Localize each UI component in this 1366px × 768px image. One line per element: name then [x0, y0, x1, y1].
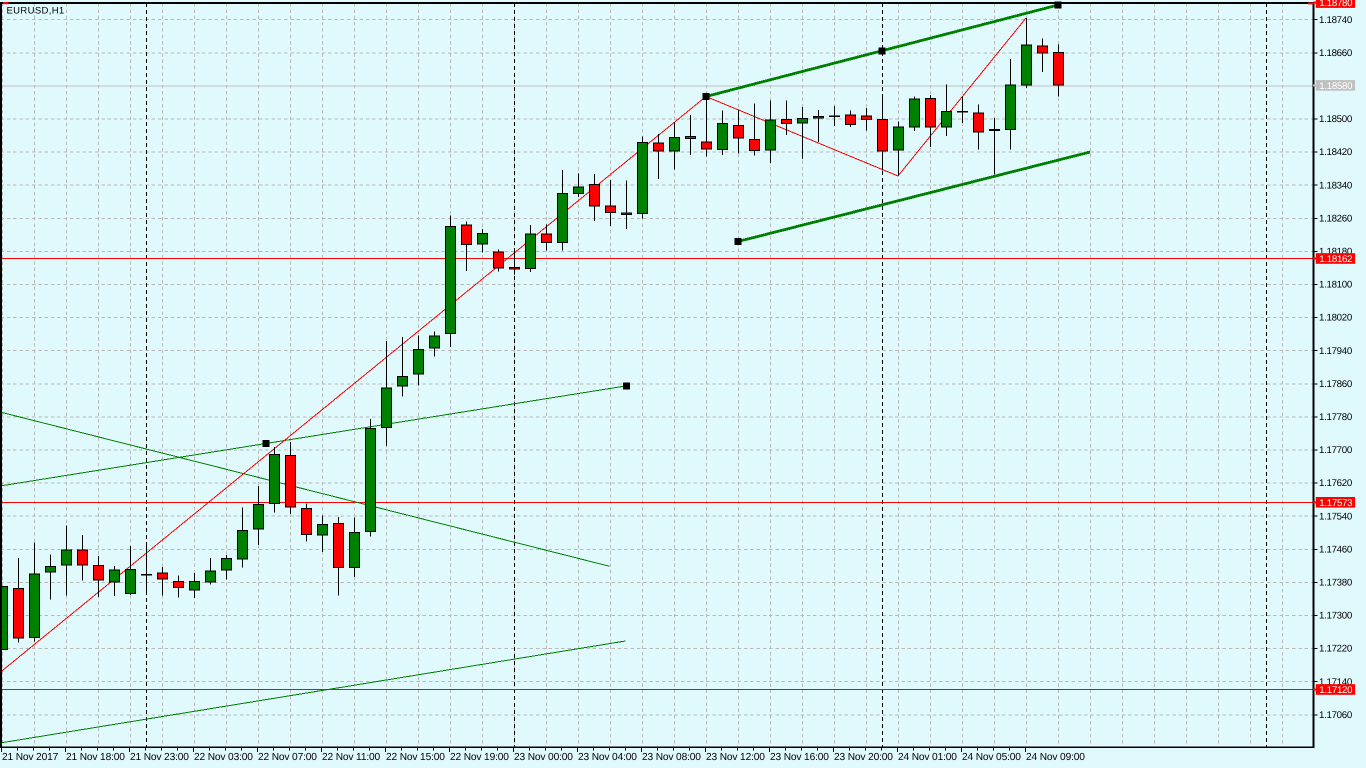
svg-text:23 Nov 12:00: 23 Nov 12:00 [706, 752, 765, 763]
svg-text:1.17940: 1.17940 [1319, 346, 1353, 357]
svg-text:1.17120: 1.17120 [1319, 685, 1353, 696]
svg-text:24 Nov 01:00: 24 Nov 01:00 [898, 752, 957, 763]
svg-text:1.17220: 1.17220 [1319, 644, 1353, 655]
svg-text:EURUSD,H1: EURUSD,H1 [7, 6, 65, 17]
svg-text:1.18020: 1.18020 [1319, 313, 1353, 324]
svg-text:1.18420: 1.18420 [1319, 147, 1353, 158]
svg-text:1.18340: 1.18340 [1319, 180, 1353, 191]
svg-text:22 Nov 15:00: 22 Nov 15:00 [386, 752, 445, 763]
svg-text:1.18500: 1.18500 [1319, 114, 1353, 125]
svg-text:1.17860: 1.17860 [1319, 379, 1353, 390]
svg-text:1.17700: 1.17700 [1319, 445, 1353, 456]
svg-text:23 Nov 20:00: 23 Nov 20:00 [834, 752, 893, 763]
svg-text:1.17573: 1.17573 [1319, 498, 1352, 509]
svg-text:1.17140: 1.17140 [1319, 677, 1353, 688]
svg-text:21 Nov 2017: 21 Nov 2017 [2, 752, 59, 763]
svg-text:22 Nov 19:00: 22 Nov 19:00 [450, 752, 509, 763]
svg-text:1.18780: 1.18780 [1319, 0, 1353, 9]
svg-text:1.18162: 1.18162 [1319, 254, 1352, 265]
svg-text:23 Nov 04:00: 23 Nov 04:00 [578, 752, 637, 763]
svg-text:1.18660: 1.18660 [1319, 48, 1353, 59]
svg-text:21 Nov 18:00: 21 Nov 18:00 [66, 752, 125, 763]
svg-text:1.17780: 1.17780 [1319, 412, 1353, 423]
svg-text:1.17060: 1.17060 [1319, 710, 1353, 721]
svg-text:1.18260: 1.18260 [1319, 213, 1353, 224]
svg-text:24 Nov 09:00: 24 Nov 09:00 [1026, 752, 1085, 763]
svg-text:1.18180: 1.18180 [1319, 247, 1353, 258]
svg-text:1.18740: 1.18740 [1319, 15, 1353, 26]
svg-text:1.18100: 1.18100 [1319, 280, 1353, 291]
svg-text:23 Nov 08:00: 23 Nov 08:00 [642, 752, 701, 763]
svg-text:1.17380: 1.17380 [1319, 578, 1353, 589]
svg-text:24 Nov 05:00: 24 Nov 05:00 [962, 752, 1021, 763]
svg-text:1.17540: 1.17540 [1319, 511, 1353, 522]
svg-text:22 Nov 07:00: 22 Nov 07:00 [258, 752, 317, 763]
svg-text:1.17300: 1.17300 [1319, 611, 1353, 622]
svg-text:1.17620: 1.17620 [1319, 478, 1353, 489]
svg-text:1.17460: 1.17460 [1319, 544, 1353, 555]
svg-text:22 Nov 11:00: 22 Nov 11:00 [322, 752, 381, 763]
svg-text:1.18580: 1.18580 [1319, 81, 1353, 92]
svg-text:23 Nov 00:00: 23 Nov 00:00 [514, 752, 573, 763]
svg-text:21 Nov 23:00: 21 Nov 23:00 [130, 752, 189, 763]
svg-text:22 Nov 03:00: 22 Nov 03:00 [194, 752, 253, 763]
svg-text:23 Nov 16:00: 23 Nov 16:00 [770, 752, 829, 763]
